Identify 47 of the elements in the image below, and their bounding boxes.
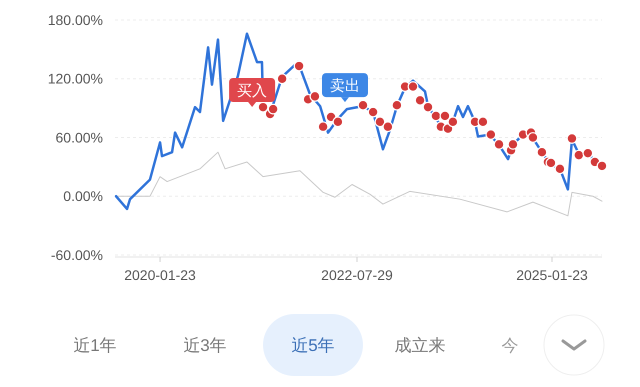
point	[554, 163, 566, 174]
point	[374, 116, 386, 128]
text: 今	[502, 336, 518, 355]
point	[392, 100, 402, 111]
point	[478, 116, 488, 128]
point	[440, 110, 450, 122]
point	[582, 148, 594, 159]
text: 近3年	[183, 336, 227, 355]
text: 近1年	[73, 336, 117, 355]
y-tick-label: 180.00%	[48, 12, 103, 28]
point	[276, 73, 288, 84]
point	[332, 116, 344, 128]
point	[508, 138, 518, 150]
point	[546, 158, 556, 168]
point	[447, 116, 458, 128]
annotation: 买入	[237, 82, 268, 100]
point	[368, 106, 378, 118]
point	[408, 81, 418, 92]
point	[382, 121, 394, 132]
y-tick-label: 120.00%	[48, 70, 103, 87]
point	[422, 102, 434, 113]
point	[258, 102, 268, 113]
point	[294, 60, 304, 72]
point	[430, 110, 442, 122]
point	[566, 133, 578, 144]
y-tick-label: -60.00%	[50, 246, 103, 263]
point	[494, 138, 504, 150]
text: 近5年	[291, 336, 335, 355]
point	[442, 123, 454, 134]
text: 成立来	[394, 336, 446, 355]
annotation: 卖出	[330, 77, 360, 94]
y-tick-label: 0.00%	[63, 188, 103, 204]
point	[596, 160, 608, 172]
point	[536, 146, 548, 158]
y-tick-label: 60.00%	[56, 129, 103, 146]
point	[414, 94, 426, 106]
point	[573, 150, 584, 161]
point	[268, 104, 279, 115]
point	[310, 90, 320, 102]
x-tick-label: 2025-01-23	[516, 267, 588, 283]
point	[485, 129, 496, 140]
x-tick-label: 2020-01-23	[124, 267, 196, 283]
point	[318, 121, 328, 132]
x-tick-label: 2022-07-29	[321, 267, 394, 283]
point	[528, 132, 538, 143]
line-series	[116, 152, 602, 216]
point	[358, 100, 368, 111]
